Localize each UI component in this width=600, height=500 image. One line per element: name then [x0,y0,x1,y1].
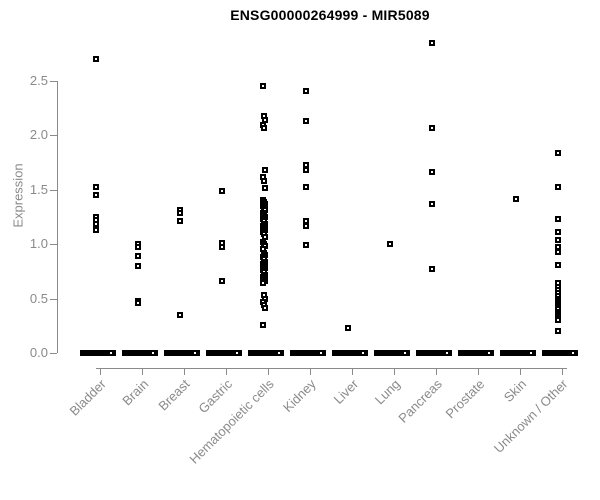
zero-cluster-dash [122,350,158,356]
x-tick-mark [184,368,185,375]
data-point [429,39,435,46]
data-point [135,299,141,306]
y-tick-label: 1.5 [29,181,48,197]
x-tick-mark [310,368,311,375]
data-point [429,124,435,131]
x-tick-mark [142,368,143,375]
x-axis-category-label: Skin [500,376,529,405]
y-tick-mark [50,353,57,354]
zero-cluster-dash [374,350,410,356]
data-point [555,248,561,255]
zero-cluster-dash [80,350,116,356]
data-point [260,83,266,90]
x-axis-category-label: Bladder [66,376,109,419]
y-axis-line [57,81,58,353]
y-tick-mark [50,135,57,137]
data-point [345,324,351,331]
data-point [555,216,561,223]
y-tick-label: 0.5 [29,290,48,306]
x-axis-category-label: Brain [118,376,151,409]
y-tick-label: 2.0 [29,127,48,143]
x-tick-mark [562,368,563,375]
data-point [93,192,99,199]
data-point [135,244,141,251]
x-axis-category-label: Prostate [442,376,487,422]
data-point [303,242,309,249]
data-point [555,236,561,243]
data-point [219,187,225,194]
data-point [219,278,225,285]
y-tick-mark [50,189,57,191]
x-axis-line [96,368,567,369]
data-point [429,266,435,273]
y-tick-mark [50,298,57,300]
x-tick-mark [394,368,395,375]
zero-cluster-dash [290,350,326,356]
data-point [260,280,266,287]
x-axis-category-label: Unknown / Other [491,376,571,456]
data-point [429,169,435,176]
data-point [555,183,561,190]
y-tick-label: 2.5 [29,73,48,88]
data-point [262,167,268,174]
y-tick-mark [50,81,57,82]
data-point [177,218,183,225]
data-point [93,227,99,234]
data-point [93,220,99,227]
zero-cluster-dash [164,350,200,356]
x-tick-mark [268,368,269,375]
x-tick-mark [100,368,101,375]
data-point [303,183,309,190]
data-point [303,222,309,229]
data-point [555,328,561,335]
data-point [261,124,267,131]
x-tick-mark [436,368,437,375]
data-point [555,317,561,324]
zero-cluster-dash [206,350,242,356]
zero-cluster-dash [332,350,368,356]
x-tick-mark [352,368,353,375]
x-tick-mark [478,368,479,375]
data-point [177,209,183,216]
data-point [303,167,309,174]
data-point [555,229,561,236]
data-point [135,262,141,269]
data-point [555,261,561,268]
chart-title: ENSG00000264999 - MIR5089 [230,7,430,23]
data-point [303,161,309,168]
data-point [261,178,267,185]
zero-cluster-dash [458,350,494,356]
y-tick-label: 0.0 [29,345,48,360]
y-tick-mark [50,244,57,246]
data-point [135,253,141,260]
x-tick-mark [226,368,227,375]
data-point [93,56,99,63]
x-axis-category-label: Pancreas [395,376,445,426]
data-point [387,241,393,248]
y-tick-label: 1.0 [29,236,48,252]
x-axis-category-label: Liver [330,376,361,407]
x-axis-category-label: Lung [371,376,403,408]
data-point [262,305,268,312]
x-axis-category-label: Breast [155,376,193,414]
data-point [513,195,519,202]
x-tick-mark [520,368,521,375]
x-axis-category-label: Gastric [195,376,235,417]
data-point [262,233,268,240]
data-point [262,184,268,191]
zero-cluster-dash [500,350,536,356]
x-axis-category-label: Kidney [280,376,319,416]
data-point [260,321,266,328]
data-point [219,244,225,251]
data-point [303,118,309,125]
data-point [303,87,309,94]
data-point [177,311,183,318]
zero-cluster-dash [542,350,578,356]
data-point [555,149,561,156]
zero-cluster-dash [416,350,452,356]
data-point [93,183,99,190]
zero-cluster-dash [248,350,284,356]
data-point [429,200,435,207]
